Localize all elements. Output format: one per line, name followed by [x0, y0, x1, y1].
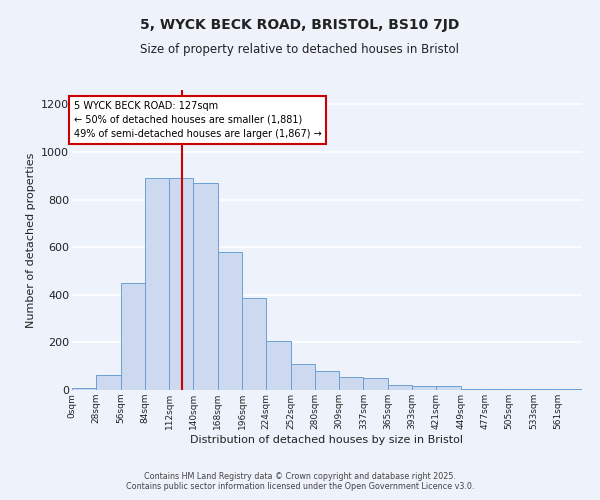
Bar	[218, 252, 242, 390]
Bar	[558, 389, 582, 390]
Bar	[364, 378, 388, 390]
Bar	[388, 385, 412, 390]
Text: Contains public sector information licensed under the Open Government Licence v3: Contains public sector information licen…	[126, 482, 474, 491]
Bar	[339, 377, 364, 390]
Bar	[145, 178, 169, 390]
Bar	[96, 374, 121, 390]
Bar	[121, 283, 145, 390]
Bar	[315, 371, 339, 390]
Bar	[509, 389, 533, 390]
Text: Contains HM Land Registry data © Crown copyright and database right 2025.: Contains HM Land Registry data © Crown c…	[144, 472, 456, 481]
Text: Size of property relative to detached houses in Bristol: Size of property relative to detached ho…	[140, 42, 460, 56]
Bar	[242, 298, 266, 390]
X-axis label: Distribution of detached houses by size in Bristol: Distribution of detached houses by size …	[191, 434, 464, 444]
Bar	[169, 178, 193, 390]
Text: 5 WYCK BECK ROAD: 127sqm
← 50% of detached houses are smaller (1,881)
49% of sem: 5 WYCK BECK ROAD: 127sqm ← 50% of detach…	[74, 100, 322, 138]
Text: 5, WYCK BECK ROAD, BRISTOL, BS10 7JD: 5, WYCK BECK ROAD, BRISTOL, BS10 7JD	[140, 18, 460, 32]
Bar	[266, 341, 290, 390]
Bar	[72, 388, 96, 390]
Bar	[290, 364, 315, 390]
Bar	[412, 386, 436, 390]
Bar	[485, 389, 509, 390]
Bar	[193, 183, 218, 390]
Bar	[461, 389, 485, 390]
Y-axis label: Number of detached properties: Number of detached properties	[26, 152, 35, 328]
Bar	[436, 386, 461, 390]
Bar	[533, 389, 558, 390]
